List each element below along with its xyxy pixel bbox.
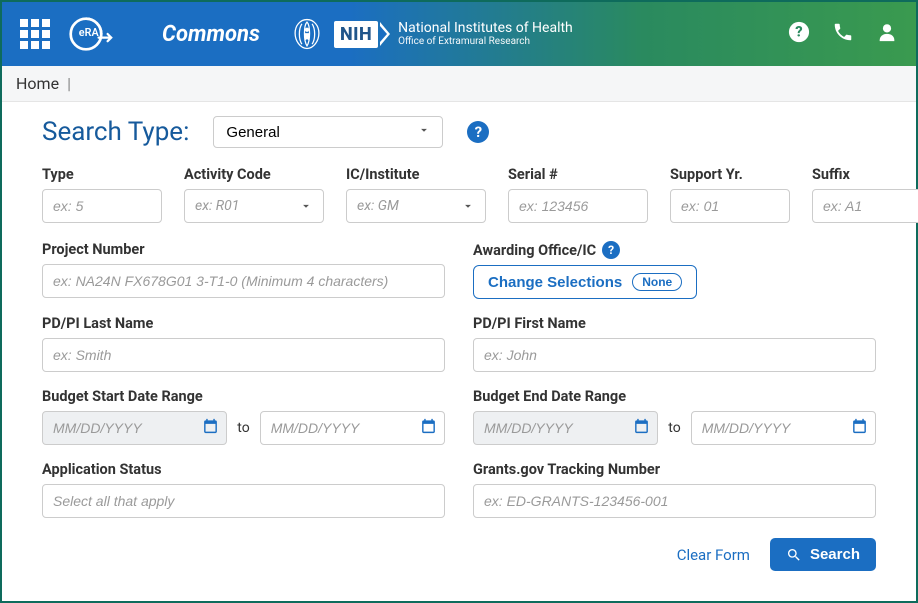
nih-logo-block: NIH National Institutes of Health Office…	[334, 21, 573, 48]
search-button-label: Search	[810, 546, 860, 563]
budget-start-from-input[interactable]	[42, 411, 227, 445]
breadcrumb-separator: |	[67, 74, 71, 93]
serial-label: Serial #	[508, 166, 648, 183]
search-form: Search Type: ? Type Activity Code ex: R0…	[2, 102, 916, 587]
calendar-icon[interactable]	[420, 418, 437, 439]
type-input[interactable]	[42, 189, 162, 223]
search-type-select[interactable]	[213, 116, 443, 148]
chevron-down-icon	[299, 199, 313, 213]
app-status-select[interactable]	[42, 484, 445, 518]
pdpi-first-input[interactable]	[473, 338, 876, 372]
pdpi-first-label: PD/PI First Name	[473, 315, 876, 332]
budget-start-to-input[interactable]	[260, 411, 445, 445]
change-selections-label: Change Selections	[488, 274, 622, 291]
clear-form-link[interactable]: Clear Form	[677, 546, 750, 564]
project-number-input[interactable]	[42, 264, 445, 298]
calendar-icon[interactable]	[851, 418, 868, 439]
nih-chevron-icon	[380, 22, 390, 46]
pdpi-last-input[interactable]	[42, 338, 445, 372]
support-yr-label: Support Yr.	[670, 166, 790, 183]
nih-subtitle: Office of Extramural Research	[398, 36, 573, 47]
search-type-help-icon[interactable]: ?	[467, 121, 489, 143]
apps-grid-icon[interactable]	[20, 19, 50, 49]
calendar-icon[interactable]	[202, 418, 219, 439]
tracking-input[interactable]	[473, 484, 876, 518]
serial-input[interactable]	[508, 189, 648, 223]
type-label: Type	[42, 166, 162, 183]
ic-label: IC/Institute	[346, 166, 486, 183]
top-nav-bar: eRA Commons NIH National Institutes of H…	[2, 2, 916, 66]
search-button[interactable]: Search	[770, 538, 876, 571]
activity-code-select[interactable]: ex: R01	[184, 189, 324, 223]
to-label: to	[237, 420, 249, 436]
support-yr-input[interactable]	[670, 189, 790, 223]
awarding-office-help-icon[interactable]: ?	[602, 241, 620, 259]
activity-code-label: Activity Code	[184, 166, 324, 183]
app-status-label: Application Status	[42, 461, 445, 478]
awarding-office-label: Awarding Office/IC ?	[473, 241, 876, 259]
phone-icon[interactable]	[832, 21, 854, 47]
project-number-label: Project Number	[42, 241, 445, 258]
suffix-label: Suffix	[812, 166, 918, 183]
nih-title: National Institutes of Health	[398, 21, 573, 36]
budget-start-label: Budget Start Date Range	[42, 388, 445, 405]
era-logo[interactable]: eRA	[68, 16, 140, 52]
nih-box-text: NIH	[334, 21, 378, 48]
hhs-logo-icon	[290, 17, 324, 51]
suffix-input[interactable]	[812, 189, 918, 223]
selection-count-pill: None	[632, 273, 682, 291]
chevron-down-icon	[461, 199, 475, 213]
budget-end-label: Budget End Date Range	[473, 388, 876, 405]
change-selections-button[interactable]: Change Selections None	[473, 265, 697, 299]
user-icon[interactable]	[876, 21, 898, 47]
breadcrumb: Home |	[2, 66, 916, 102]
ic-select[interactable]: ex: GM	[346, 189, 486, 223]
search-icon	[786, 547, 802, 563]
svg-text:?: ?	[795, 23, 802, 41]
to-label: to	[668, 420, 680, 436]
breadcrumb-home[interactable]: Home	[16, 74, 59, 93]
help-icon[interactable]: ?	[788, 21, 810, 47]
svg-text:eRA: eRA	[79, 26, 100, 39]
calendar-icon[interactable]	[633, 418, 650, 439]
budget-end-to-input[interactable]	[691, 411, 876, 445]
search-type-label: Search Type:	[42, 117, 189, 147]
pdpi-last-label: PD/PI Last Name	[42, 315, 445, 332]
budget-end-from-input[interactable]	[473, 411, 658, 445]
tracking-label: Grants.gov Tracking Number	[473, 461, 876, 478]
commons-title: Commons	[162, 22, 260, 47]
